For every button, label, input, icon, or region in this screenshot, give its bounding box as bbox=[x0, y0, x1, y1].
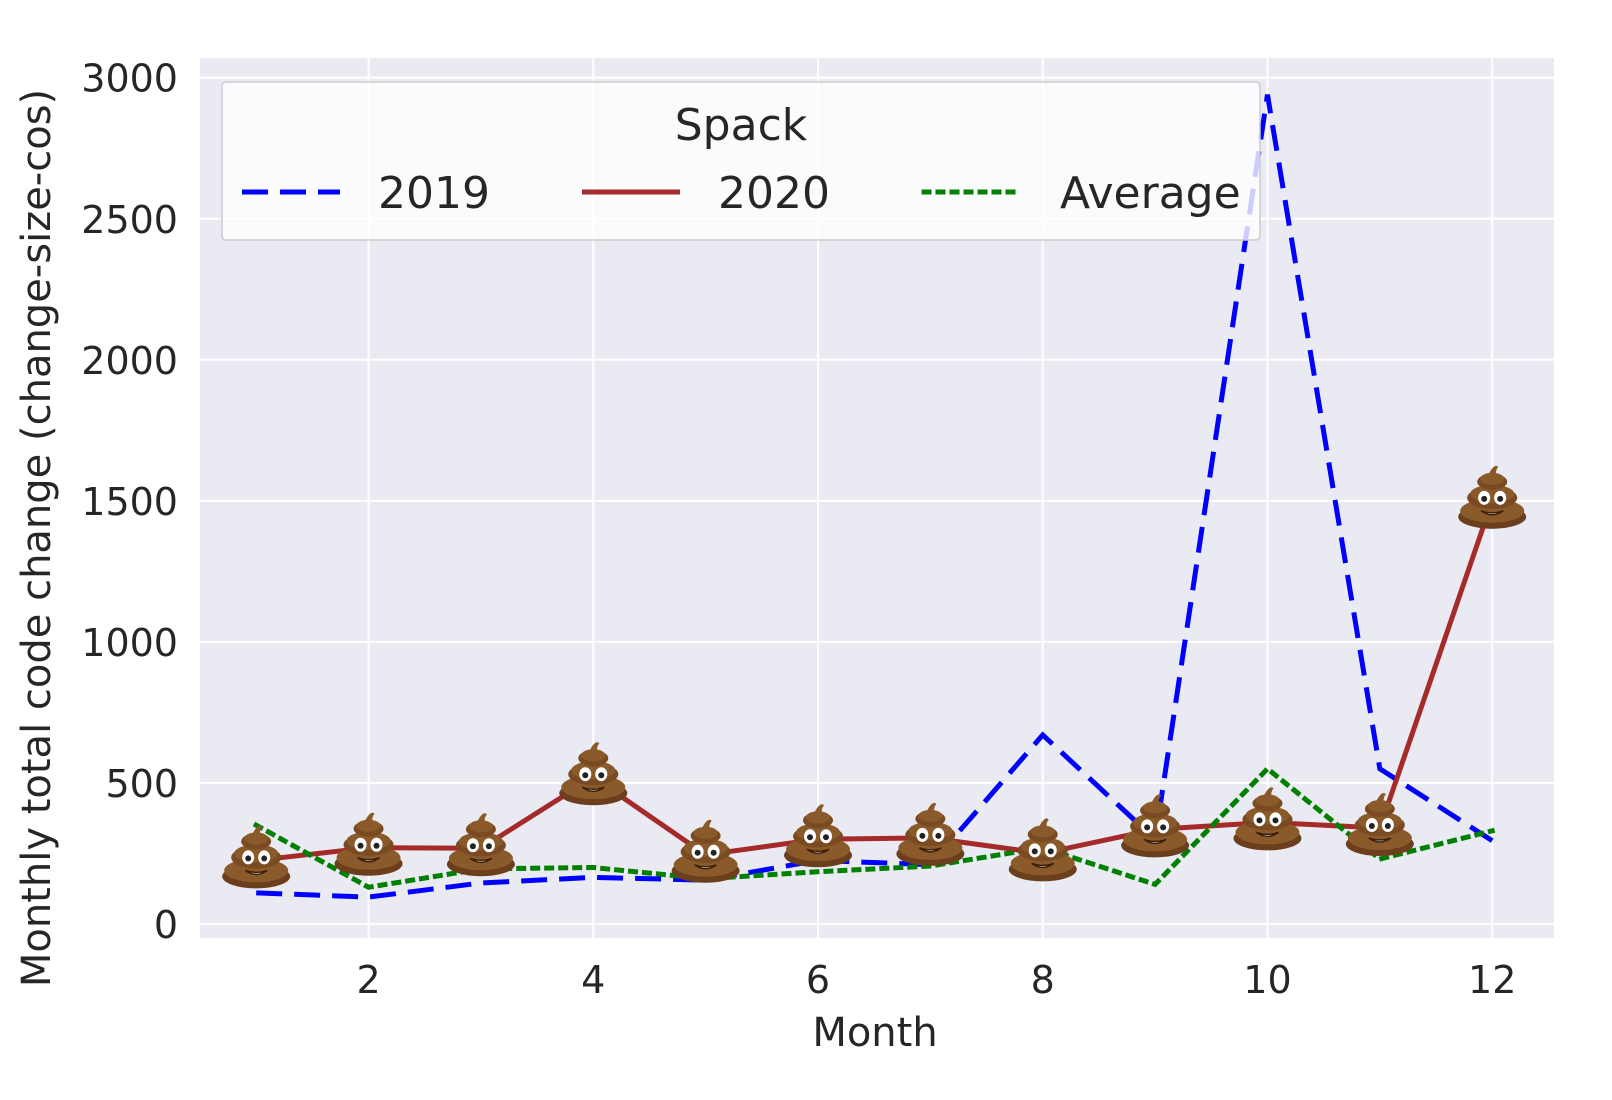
x-axis-ticks: 2 4 6 8 10 12 bbox=[356, 958, 1516, 1002]
x-tick-label: 6 bbox=[806, 958, 830, 1002]
y-tick-label: 2500 bbox=[81, 198, 178, 242]
x-tick-label: 12 bbox=[1468, 958, 1516, 1002]
x-tick-label: 2 bbox=[356, 958, 380, 1002]
x-tick-label: 8 bbox=[1031, 958, 1055, 1002]
y-axis-ticks: 0 500 1000 1500 2000 2500 3000 bbox=[81, 57, 178, 947]
legend-box bbox=[221, 81, 1261, 241]
y-tick-label: 1000 bbox=[81, 621, 178, 665]
y-tick-label: 0 bbox=[154, 903, 178, 947]
y-axis-label: Monthly total code change (change-size-c… bbox=[14, 89, 60, 987]
y-tick-label: 500 bbox=[105, 762, 178, 806]
legend-title: Spack bbox=[675, 100, 808, 151]
series-line-2019 bbox=[256, 94, 1494, 900]
y-tick-label: 3000 bbox=[81, 57, 178, 101]
legend-label-2019: 2019 bbox=[378, 168, 490, 219]
x-axis-label: Month bbox=[812, 1010, 937, 1056]
legend-label-2020: 2020 bbox=[718, 168, 830, 219]
legend: Spack 2019 2020 Average bbox=[221, 81, 1261, 241]
y-tick-label: 2000 bbox=[81, 339, 178, 383]
y-tick-label: 1500 bbox=[81, 480, 178, 524]
x-tick-label: 4 bbox=[581, 958, 605, 1002]
legend-label-average: Average bbox=[1060, 168, 1241, 219]
x-tick-label: 10 bbox=[1243, 958, 1291, 1002]
